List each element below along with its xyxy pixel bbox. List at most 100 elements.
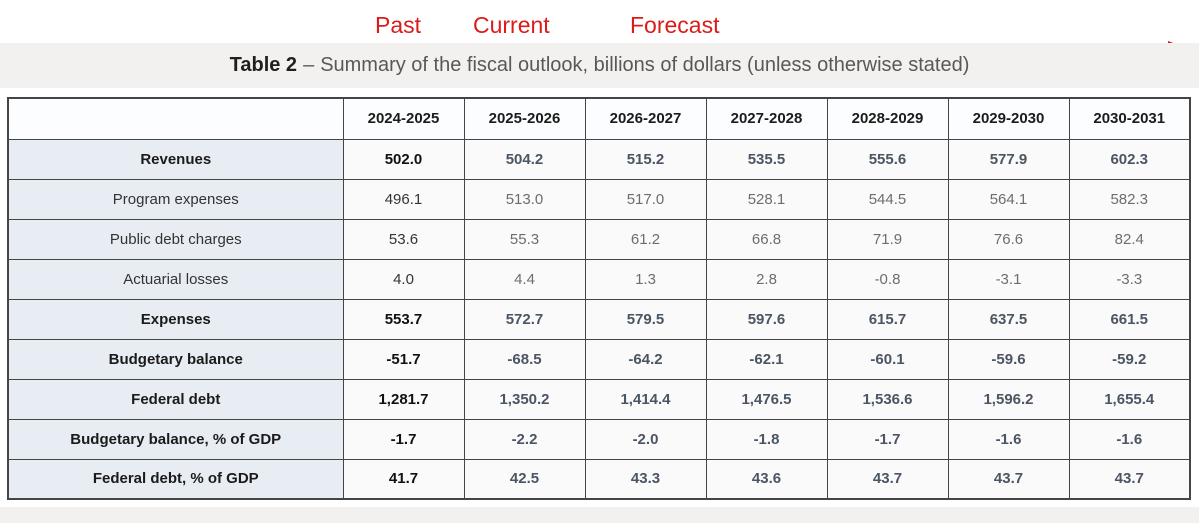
cell-value: 43.3	[584, 458, 707, 500]
cell-value: 1,476.5	[705, 378, 828, 420]
cell-value: 1,536.6	[826, 378, 949, 420]
column-header: 2025-2026	[463, 97, 586, 140]
cell-value: -3.3	[1068, 258, 1191, 300]
cell-value: 572.7	[463, 298, 586, 340]
fiscal-table-header-row: 2024-2025 2025-2026 2026-2027 2027-2028 2028…	[7, 97, 1191, 140]
cell-value: 597.6	[705, 298, 828, 340]
cell-value: 1,350.2	[463, 378, 586, 420]
cell-value: 528.1	[705, 178, 828, 220]
table-title-number: Table 2	[229, 54, 298, 76]
cell-value: -1.6	[947, 418, 1070, 460]
table-row: Federal debt, % of GDP 41.7 42.5 43.3 43.6 43…	[7, 458, 1191, 500]
cell-value: -1.8	[705, 418, 828, 460]
table-title-separator: –	[303, 54, 315, 76]
cell-value: 496.1	[342, 178, 465, 220]
cell-value: 535.5	[705, 138, 828, 180]
cell-value: -68.5	[463, 338, 586, 380]
cell-value: -59.2	[1068, 338, 1191, 380]
annotation-current: Current	[473, 12, 550, 38]
table-row: Actuarial losses 4.0 4.4 1.3 2.8 -0.8 -3.1 -3.3	[7, 258, 1191, 300]
cell-value: 513.0	[463, 178, 586, 220]
cell-value: 43.7	[1068, 458, 1191, 500]
column-header: 2030-2031	[1068, 97, 1191, 140]
cell-value: 1,414.4	[584, 378, 707, 420]
cell-value: 61.2	[584, 218, 707, 260]
table-row: Public debt charges 53.6 55.3 61.2 66.8 71.9 7…	[7, 218, 1191, 260]
cell-value: 555.6	[826, 138, 949, 180]
cell-value: 615.7	[826, 298, 949, 340]
cell-value: -2.2	[463, 418, 586, 460]
bottom-band	[0, 507, 1199, 523]
cell-value: 602.3	[1068, 138, 1191, 180]
cell-value: -59.6	[947, 338, 1070, 380]
row-label: Federal debt	[7, 378, 344, 420]
cell-value: 41.7	[342, 458, 465, 500]
cell-value: -64.2	[584, 338, 707, 380]
cell-value: 1,281.7	[342, 378, 465, 420]
cell-value: 504.2	[463, 138, 586, 180]
cell-value: -62.1	[705, 338, 828, 380]
corner-cell	[7, 97, 344, 140]
annotation-forecast: Forecast	[630, 12, 720, 38]
cell-value: -1.7	[826, 418, 949, 460]
cell-value: 42.5	[463, 458, 586, 500]
column-header: 2028-2029	[826, 97, 949, 140]
cell-value: 76.6	[947, 218, 1070, 260]
cell-value: 82.4	[1068, 218, 1191, 260]
cell-value: -0.8	[826, 258, 949, 300]
column-header: 2027-2028	[705, 97, 828, 140]
cell-value: 4.0	[342, 258, 465, 300]
cell-value: 582.3	[1068, 178, 1191, 220]
cell-value: -51.7	[342, 338, 465, 380]
fiscal-table-body: Revenues 502.0 504.2 515.2 535.5 555.6 577.9 60…	[7, 138, 1191, 500]
cell-value: 1.3	[584, 258, 707, 300]
cell-value: 1,655.4	[1068, 378, 1191, 420]
table-row: Federal debt 1,281.7 1,350.2 1,414.4 1,476.5…	[7, 378, 1191, 420]
row-label: Program expenses	[7, 178, 344, 220]
table-title-text: Summary of the fiscal outlook, billions …	[320, 54, 970, 76]
cell-value: 55.3	[463, 218, 586, 260]
cell-value: 502.0	[342, 138, 465, 180]
row-label: Expenses	[7, 298, 344, 340]
table-row: Program expenses 496.1 513.0 517.0 528.1 544.…	[7, 178, 1191, 220]
row-label: Actuarial losses	[7, 258, 344, 300]
cell-value: 564.1	[947, 178, 1070, 220]
cell-value: 53.6	[342, 218, 465, 260]
cell-value: -1.6	[1068, 418, 1191, 460]
cell-value: -2.0	[584, 418, 707, 460]
cell-value: 515.2	[584, 138, 707, 180]
cell-value: 4.4	[463, 258, 586, 300]
cell-value: -60.1	[826, 338, 949, 380]
cell-value: 2.8	[705, 258, 828, 300]
annotation-past: Past	[375, 12, 422, 38]
cell-value: 579.5	[584, 298, 707, 340]
column-header: 2029-2030	[947, 97, 1070, 140]
cell-value: 553.7	[342, 298, 465, 340]
column-header: 2024-2025	[342, 97, 465, 140]
column-header: 2026-2027	[584, 97, 707, 140]
cell-value: 1,596.2	[947, 378, 1070, 420]
fiscal-outlook-table: 2024-2025 2025-2026 2026-2027 2027-2028 2028…	[7, 97, 1191, 500]
cell-value: 43.7	[947, 458, 1070, 500]
row-label: Public debt charges	[7, 218, 344, 260]
row-label: Revenues	[7, 138, 344, 180]
table-title-band: Table 2 – Summary of the fiscal outlook,…	[0, 43, 1199, 88]
cell-value: 637.5	[947, 298, 1070, 340]
cell-value: 517.0	[584, 178, 707, 220]
cell-value: 71.9	[826, 218, 949, 260]
cell-value: -3.1	[947, 258, 1070, 300]
row-label: Federal debt, % of GDP	[7, 458, 344, 500]
row-label: Budgetary balance	[7, 338, 344, 380]
table-row: Budgetary balance, % of GDP -1.7 -2.2 -2.0-…	[7, 418, 1191, 460]
table-row: Expenses 553.7 572.7 579.5 597.6 615.7 637.5 66…	[7, 298, 1191, 340]
cell-value: 661.5	[1068, 298, 1191, 340]
cell-value: 577.9	[947, 138, 1070, 180]
table-row: Budgetary balance -51.7 -68.5 -64.2 -62.1 -60…	[7, 338, 1191, 380]
cell-value: 43.7	[826, 458, 949, 500]
cell-value: 544.5	[826, 178, 949, 220]
row-label: Budgetary balance, % of GDP	[7, 418, 344, 460]
cell-value: 66.8	[705, 218, 828, 260]
table-row: Revenues 502.0 504.2 515.2 535.5 555.6 577.9 60…	[7, 138, 1191, 180]
cell-value: 43.6	[705, 458, 828, 500]
